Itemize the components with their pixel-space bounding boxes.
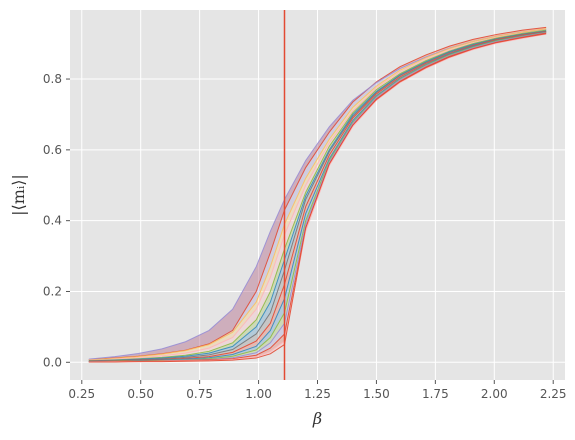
x-tick-label: 1.00 [245, 387, 272, 401]
x-axis-label: β [312, 409, 322, 428]
series-line [88, 33, 547, 363]
y-axis-ticks: 0.0 0.2 0.4 0.6 0.8 [43, 72, 70, 369]
series-layer [88, 26, 547, 363]
y-tick-label: 0.2 [43, 284, 62, 298]
y-tick-label: 0.6 [43, 143, 62, 157]
x-tick-label: 2.25 [540, 387, 567, 401]
x-axis-ticks: 0.25 0.50 0.75 1.00 1.25 1.50 1.75 2.00 2.25 [68, 380, 567, 401]
y-axis-label: |⟨mᵢ⟩| [9, 174, 28, 216]
x-tick-label: 2.00 [481, 387, 508, 401]
x-tick-label: 1.25 [304, 387, 331, 401]
y-tick-label: 0.0 [43, 355, 62, 369]
x-tick-label: 0.50 [127, 387, 154, 401]
x-tick-label: 0.25 [68, 387, 95, 401]
series-line [88, 31, 547, 363]
gridlines [70, 10, 565, 380]
y-tick-label: 0.8 [43, 72, 62, 86]
series-line [88, 29, 547, 361]
series-line [88, 29, 547, 362]
series-line [88, 28, 547, 361]
y-tick-label: 0.4 [43, 214, 62, 228]
x-tick-label: 1.50 [363, 387, 390, 401]
series-line [88, 30, 547, 362]
x-tick-label: 1.75 [422, 387, 449, 401]
x-tick-label: 0.75 [186, 387, 213, 401]
series-line [88, 30, 547, 362]
